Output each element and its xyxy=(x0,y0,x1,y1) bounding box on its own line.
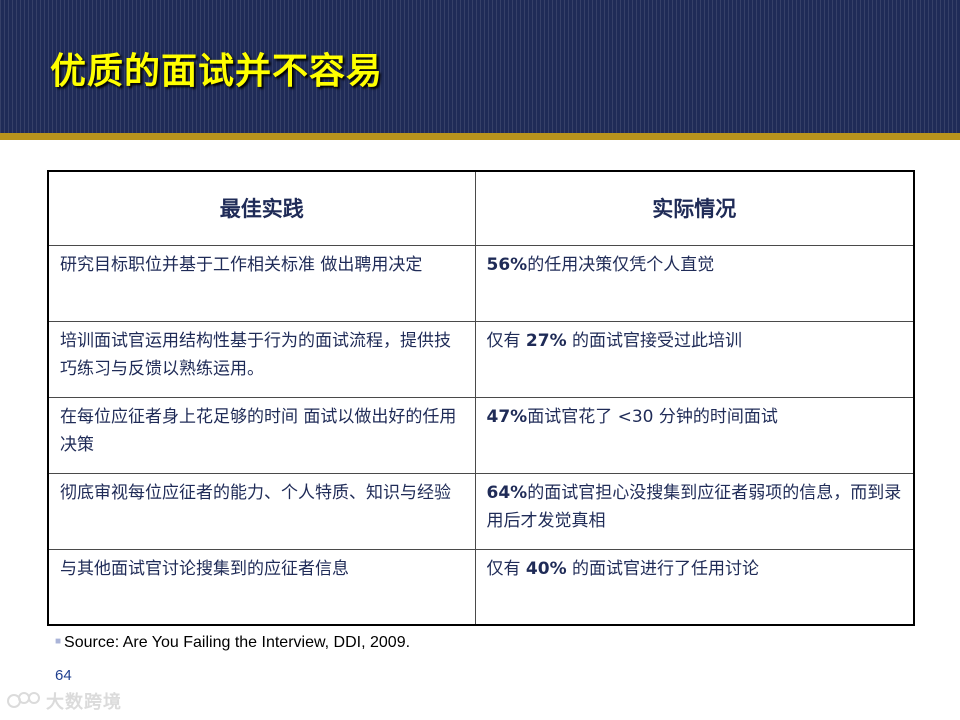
watermark: 大数跨境 xyxy=(6,688,122,714)
header-banner xyxy=(0,0,960,133)
source-note: ■ Source: Are You Failing the Interview, … xyxy=(55,634,410,652)
table-row: 研究目标职位并基于工作相关标准 做出聘用决定 56%的任用决策仅凭个人直觉 xyxy=(47,245,915,322)
header-best-practice: 最佳实践 xyxy=(47,170,476,246)
comparison-table: 最佳实践 实际情况 研究目标职位并基于工作相关标准 做出聘用决定 56%的任用决… xyxy=(47,170,915,626)
slide-title: 优质的面试并不容易 xyxy=(50,51,384,92)
watermark-text: 大数跨境 xyxy=(46,692,122,713)
table-row: 培训面试官运用结构性基于行为的面试流程，提供技巧练习与反馈以熟练运用。 仅有 2… xyxy=(47,321,915,398)
actual-suffix: 面试官花了 <30 分钟的时间面试 xyxy=(527,407,778,427)
actual-situation-cell: 56%的任用决策仅凭个人直觉 xyxy=(474,245,915,322)
table-row: 彻底审视每位应征者的能力、个人特质、知识与经验 64%的面试官担心没搜集到应征者… xyxy=(47,473,915,550)
actual-suffix: 的面试官接受过此培训 xyxy=(566,331,743,351)
actual-percentage: 47% xyxy=(486,407,528,427)
actual-percentage: 40% xyxy=(525,559,567,579)
header-divider xyxy=(0,133,960,140)
bullet-icon: ■ xyxy=(55,636,62,647)
best-practice-cell: 培训面试官运用结构性基于行为的面试流程，提供技巧练习与反馈以熟练运用。 xyxy=(47,321,476,398)
actual-percentage: 64% xyxy=(486,483,528,503)
actual-suffix: 的任用决策仅凭个人直觉 xyxy=(527,255,715,275)
link-icon xyxy=(7,692,40,708)
page-number: 64 xyxy=(55,667,72,684)
best-practice-cell: 在每位应征者身上花足够的时间 面试以做出好的任用决策 xyxy=(47,397,476,474)
actual-situation-cell: 47%面试官花了 <30 分钟的时间面试 xyxy=(474,397,915,474)
actual-prefix: 仅有 xyxy=(486,331,526,351)
actual-situation-cell: 仅有 40% 的面试官进行了任用讨论 xyxy=(474,549,915,626)
actual-situation-cell: 64%的面试官担心没搜集到应征者弱项的信息，而到录用后才发觉真相 xyxy=(474,473,915,550)
actual-percentage: 56% xyxy=(486,255,528,275)
actual-prefix: 仅有 xyxy=(486,559,526,579)
best-practice-cell: 研究目标职位并基于工作相关标准 做出聘用决定 xyxy=(47,245,476,322)
table-header-row: 最佳实践 实际情况 xyxy=(47,170,915,246)
best-practice-cell: 与其他面试官讨论搜集到的应征者信息 xyxy=(47,549,476,626)
table-row: 与其他面试官讨论搜集到的应征者信息 仅有 40% 的面试官进行了任用讨论 xyxy=(47,549,915,626)
actual-suffix: 的面试官担心没搜集到应征者弱项的信息，而到录用后才发觉真相 xyxy=(486,483,902,531)
source-text: Source: Are You Failing the Interview, D… xyxy=(64,634,411,651)
actual-percentage: 27% xyxy=(525,331,567,351)
best-practice-cell: 彻底审视每位应征者的能力、个人特质、知识与经验 xyxy=(47,473,476,550)
actual-suffix: 的面试官进行了任用讨论 xyxy=(566,559,760,579)
table-row: 在每位应征者身上花足够的时间 面试以做出好的任用决策 47%面试官花了 <30 … xyxy=(47,397,915,474)
actual-situation-cell: 仅有 27% 的面试官接受过此培训 xyxy=(474,321,915,398)
header-actual-situation: 实际情况 xyxy=(474,170,915,246)
